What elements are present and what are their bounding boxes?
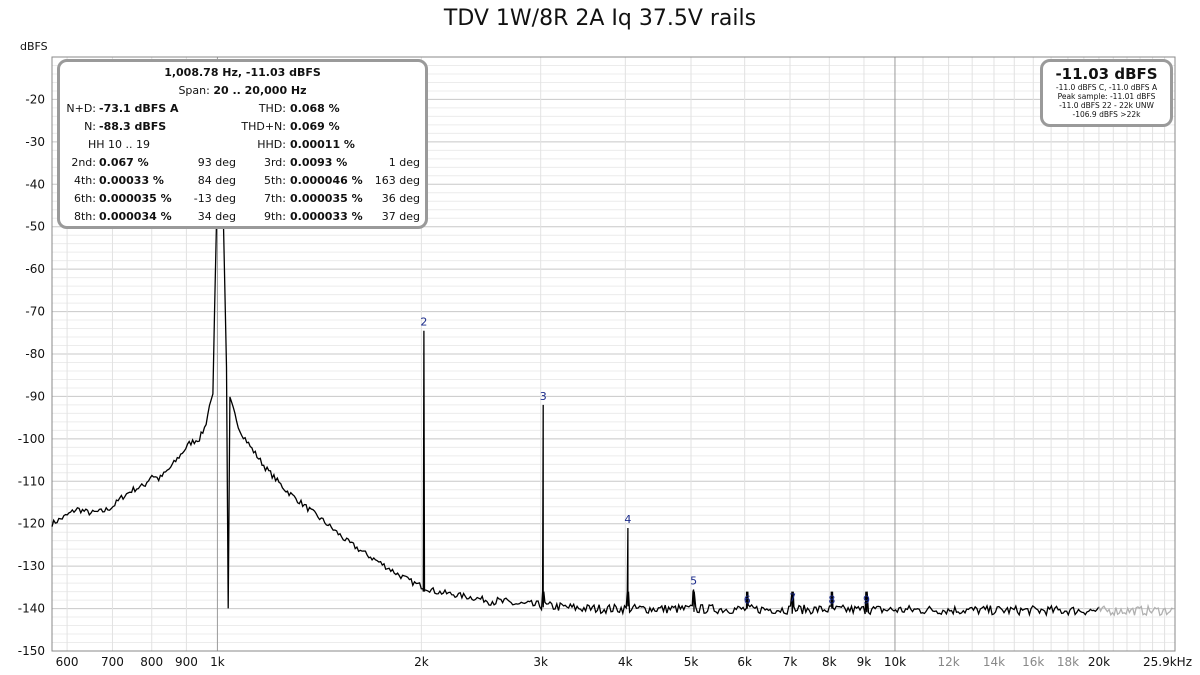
harmonic-label-7: 7 xyxy=(789,591,796,604)
y-axis-label: dBFS xyxy=(20,40,48,53)
thdn-label: THD+N: xyxy=(241,120,286,133)
nd-value: -73.1 dBFS A xyxy=(99,102,179,115)
harmonic-row-3-d1: 34 deg xyxy=(197,210,236,223)
harmonic-row-2-d1: -13 deg xyxy=(193,192,236,205)
plot-frame xyxy=(51,56,1176,652)
x-tick-label: 6k xyxy=(737,655,752,669)
harmonic-row-3-l2: 9th: xyxy=(264,210,286,223)
harmonic-label-6: 6 xyxy=(744,594,751,607)
harmonic-row-1-v1: 0.00033 % xyxy=(99,174,164,187)
harmonic-label-2: 2 xyxy=(420,316,427,329)
harmonic-label-9: 9 xyxy=(863,594,870,607)
hh-range-label: HH 10 .. 19 xyxy=(88,138,151,151)
x-tick-label: 2k xyxy=(414,655,429,669)
x-tick-label: 5k xyxy=(684,655,699,669)
thd-value: 0.068 % xyxy=(290,102,340,115)
level-main: -11.03 dBFS xyxy=(1055,65,1158,83)
x-tick-label: 16k xyxy=(1022,655,1044,669)
level-panel: -11.03 dBFS -11.0 dBFS C, -11.0 dBFS A P… xyxy=(1040,59,1173,127)
x-tick-label: 1k xyxy=(210,655,225,669)
level-line-4: -106.9 dBFS >22k xyxy=(1072,110,1141,119)
chart-title: TDV 1W/8R 2A Iq 37.5V rails xyxy=(443,6,757,31)
y-tick-label: -60 xyxy=(25,262,45,276)
y-tick-label: -130 xyxy=(18,559,45,573)
harmonic-label-3: 3 xyxy=(540,390,547,403)
y-tick-label: -70 xyxy=(25,305,45,319)
harmonic-row-1-d1: 84 deg xyxy=(197,174,236,187)
y-tick-label: -100 xyxy=(18,432,45,446)
y-tick-label: -90 xyxy=(25,389,45,403)
harmonic-row-2-d2: 36 deg xyxy=(381,192,420,205)
x-tick-label: 9k xyxy=(857,655,872,669)
n-label: N: xyxy=(84,120,96,133)
harmonic-row-1-l2: 5th: xyxy=(264,174,286,187)
x-tick-label: 18k xyxy=(1057,655,1079,669)
x-tick-label: 10k xyxy=(884,655,906,669)
x-tick-label: 8k xyxy=(822,655,837,669)
harmonic-row-1-l1: 4th: xyxy=(74,174,96,187)
harmonic-label-4: 4 xyxy=(624,513,631,526)
harmonic-label-5: 5 xyxy=(690,574,697,587)
y-tick-label: -140 xyxy=(18,602,45,616)
harmonic-row-1-d2: 163 deg xyxy=(374,174,420,187)
y-tick-label: -30 xyxy=(25,135,45,149)
x-tick-label: 900 xyxy=(175,655,198,669)
level-line-3: -11.0 dBFS 22 - 22k UNW xyxy=(1059,101,1154,110)
level-line-2: Peak sample: -11.01 dBFS xyxy=(1057,92,1156,101)
stats-panel: 1,008.78 Hz, -11.03 dBFS Span: 20 .. 20,… xyxy=(57,59,428,229)
harmonic-row-3-d2: 37 deg xyxy=(381,210,420,223)
harmonic-row-0-v1: 0.067 % xyxy=(99,156,149,169)
harmonic-row-2-v2: 0.000035 % xyxy=(290,192,363,205)
x-tick-label: 14k xyxy=(983,655,1005,669)
spectrum-trace-extended xyxy=(1098,603,1174,617)
y-tick-label: -50 xyxy=(25,220,45,234)
harmonic-row-3-l1: 8th: xyxy=(74,210,96,223)
harmonic-row-0-d1: 93 deg xyxy=(197,156,236,169)
n-value: -88.3 dBFS xyxy=(99,120,167,133)
thdn-value: 0.069 % xyxy=(290,120,340,133)
harmonic-row-0-d2: 1 deg xyxy=(388,156,420,169)
x-tick-label: 3k xyxy=(533,655,548,669)
harmonic-row-2-v1: 0.000035 % xyxy=(99,192,172,205)
harmonic-row-1-v2: 0.000046 % xyxy=(290,174,363,187)
x-tick-label: 20k xyxy=(1088,655,1110,669)
y-tick-label: -20 xyxy=(25,92,45,106)
y-tick-label: -80 xyxy=(25,347,45,361)
spectrum-trace xyxy=(51,61,1100,618)
harmonic-row-0-l2: 3rd: xyxy=(263,156,286,169)
harmonic-row-0-v2: 0.0093 % xyxy=(290,156,348,169)
x-tick-label: 12k xyxy=(938,655,960,669)
x-tick-label: 7k xyxy=(783,655,798,669)
hhd-value: 0.00011 % xyxy=(290,138,355,151)
x-tick-label: 700 xyxy=(101,655,124,669)
freq-readout: 1,008.78 Hz, -11.03 dBFS xyxy=(164,66,321,79)
harmonic-row-3-v2: 0.000033 % xyxy=(290,210,363,223)
harmonic-row-2-l1: 6th: xyxy=(74,192,96,205)
harmonic-row-3-v1: 0.000034 % xyxy=(99,210,172,223)
x-tick-label: 600 xyxy=(56,655,79,669)
level-line-1: -11.0 dBFS C, -11.0 dBFS A xyxy=(1055,83,1158,92)
span-readout: Span: 20 .. 20,000 Hz xyxy=(178,84,307,97)
harmonic-row-2-l2: 7th: xyxy=(264,192,286,205)
hhd-label: HHD: xyxy=(257,138,286,151)
harmonic-label-8: 8 xyxy=(828,594,835,607)
x-tick-label: 800 xyxy=(140,655,163,669)
y-tick-label: -120 xyxy=(18,517,45,531)
x-tick-label: 25.9kHz xyxy=(1143,655,1192,669)
y-tick-label: -40 xyxy=(25,177,45,191)
harmonic-row-0-l1: 2nd: xyxy=(71,156,96,169)
thd-label: THD: xyxy=(258,102,286,115)
y-tick-label: -110 xyxy=(18,474,45,488)
x-tick-label: 4k xyxy=(618,655,633,669)
y-tick-label: -150 xyxy=(18,644,45,658)
nd-label: N+D: xyxy=(66,102,96,115)
